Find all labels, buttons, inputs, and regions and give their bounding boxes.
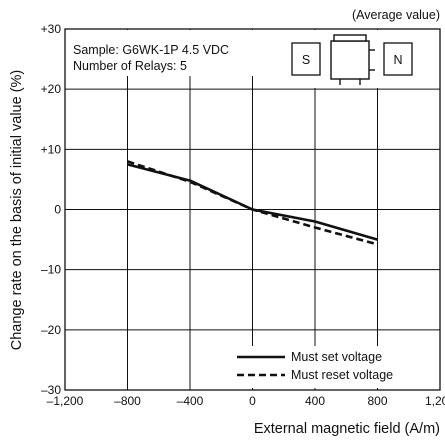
series-lines — [127, 160, 378, 246]
relay-icon — [330, 34, 375, 85]
x-tick-label: –800 — [114, 394, 141, 408]
sample-info-box — [66, 30, 286, 76]
legend-label-must-reset: Must reset voltage — [291, 368, 393, 382]
magnet-relay-diagram: S N — [287, 30, 437, 88]
y-tick-label: –20 — [41, 323, 61, 337]
south-pole-label: S — [302, 53, 310, 67]
sample-text-line-2: Number of Relays: 5 — [73, 59, 187, 73]
x-tick-label: 800 — [367, 394, 387, 408]
y-tick-label: –30 — [41, 383, 61, 397]
x-tick-label: 400 — [305, 394, 325, 408]
y-tick-label: +20 — [41, 82, 62, 96]
x-tick-label: 1,200 — [425, 394, 445, 408]
y-tick-label: 0 — [54, 203, 61, 217]
x-tick-label: 0 — [249, 394, 256, 408]
legend-label-must-set: Must set voltage — [291, 350, 382, 364]
north-pole-box — [383, 42, 413, 76]
y-tick-label: +10 — [41, 142, 62, 156]
x-axis-label: External magnetic field (A/m) — [254, 421, 440, 437]
sample-info: Sample: G6WK-1P 4.5 VDC Number of Relays… — [66, 30, 286, 76]
tick-labels: –1,200 –800 –400 0 400 800 1,200 +30 +20 +10 0 –10 –… — [41, 22, 445, 408]
north-pole-label: N — [393, 53, 402, 67]
plot-frame — [64, 28, 441, 391]
sample-text-line-1: Sample: G6WK-1P 4.5 VDC — [73, 43, 229, 57]
series-line-must-reset — [127, 160, 378, 246]
y-axis-label: Change rate on the basis of initial valu… — [9, 70, 25, 351]
south-pole-box — [291, 42, 321, 76]
y-tick-label: –10 — [41, 263, 61, 277]
legend-box — [232, 346, 438, 388]
legend: Must set voltage Must reset voltage — [232, 346, 438, 388]
average-value-note: (Average value) — [352, 8, 440, 22]
x-tick-label: –1,200 — [47, 394, 84, 408]
x-tick-label: –400 — [177, 394, 204, 408]
y-tick-label: +30 — [41, 22, 62, 36]
